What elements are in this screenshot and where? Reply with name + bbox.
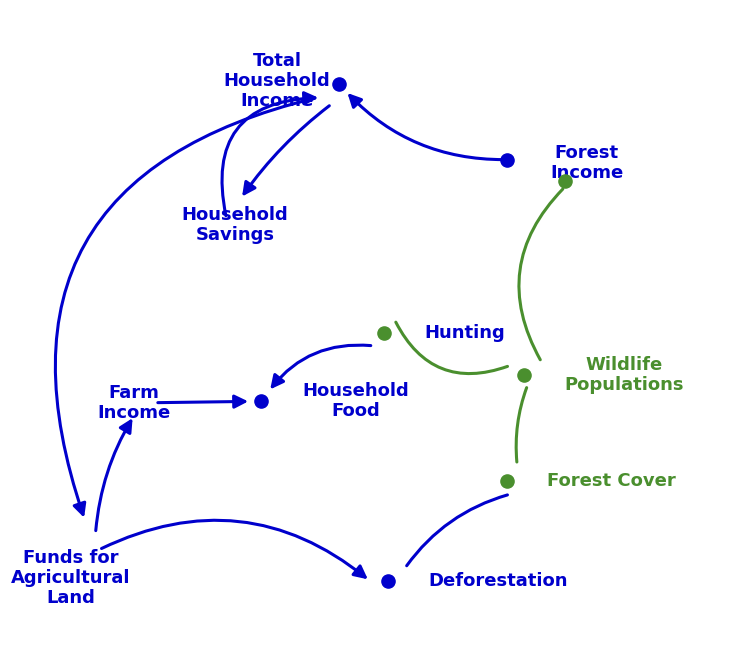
Point (378, 328, 390, 338)
Text: Household
Food: Household Food (302, 382, 409, 420)
Point (382, 576, 393, 587)
Text: Funds for
Agricultural
Land: Funds for Agricultural Land (11, 549, 131, 607)
Point (333, 79, 345, 90)
Text: Forest Cover: Forest Cover (548, 472, 676, 490)
Point (518, 370, 530, 380)
Text: Forest
Income: Forest Income (550, 144, 623, 182)
Point (559, 175, 571, 186)
Text: Wildlife
Populations: Wildlife Populations (565, 357, 684, 394)
Point (255, 396, 267, 407)
Text: Household
Savings: Household Savings (182, 206, 288, 244)
Text: Total
Household
Income: Total Household Income (223, 52, 330, 110)
Point (501, 154, 512, 165)
Text: Farm
Income: Farm Income (97, 384, 171, 422)
Point (501, 476, 512, 486)
Text: Deforestation: Deforestation (429, 572, 568, 590)
Text: Hunting: Hunting (425, 324, 505, 342)
